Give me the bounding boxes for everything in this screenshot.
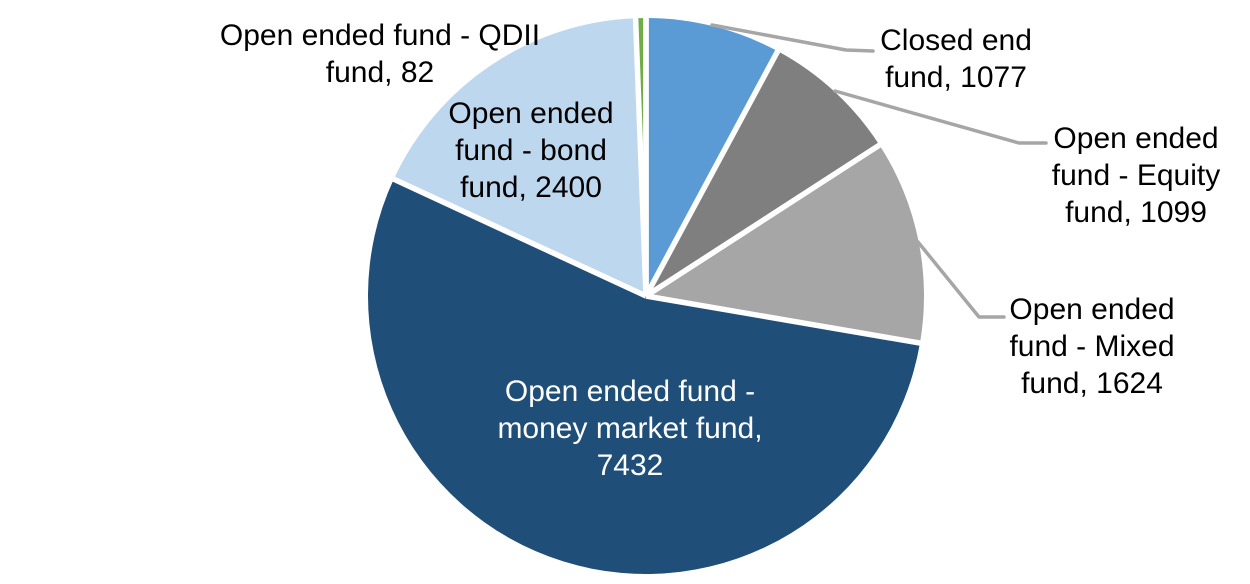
- slice-label-line: Open ended fund - QDII: [219, 19, 541, 52]
- slice-label-closed-end-fund: Closed end fund, 1077: [880, 22, 1032, 96]
- pie-slice-closed-end-fund: [646, 18, 778, 296]
- slice-label-line: Open ended: [448, 97, 614, 130]
- slice-label-open-ended-money-market-fund: Open ended fund - money market fund, 7432: [497, 373, 762, 484]
- slice-label-line: 7432: [596, 449, 664, 482]
- slice-label-line: fund - bond: [455, 134, 607, 167]
- slice-separator: [389, 175, 648, 299]
- slice-label-line: fund, 2400: [460, 171, 602, 204]
- leader-line-open-ended-equity-fund: [833, 89, 1048, 145]
- slice-label-line: fund, 1099: [1065, 196, 1207, 229]
- slice-separator: [644, 141, 884, 299]
- pie-slice-open-ended-bond-fund: [393, 18, 646, 296]
- slice-label-line: Closed end: [880, 24, 1032, 57]
- slice-label-line: Open ended: [1009, 293, 1175, 326]
- slice-label-line: fund, 1077: [885, 61, 1027, 94]
- leader-line-closed-end-fund: [710, 23, 875, 53]
- slice-label-open-ended-mixed-fund: Open ended fund - Mixed fund, 1624: [1009, 291, 1174, 402]
- slice-separator: [645, 293, 924, 347]
- slice-label-line: Open ended: [1053, 122, 1219, 155]
- slice-label-line: fund - Equity: [1051, 159, 1221, 192]
- slice-label-open-ended-bond-fund: Open ended fund - bond fund, 2400: [448, 95, 613, 206]
- pie-slice-open-ended-equity-fund: [646, 51, 880, 296]
- slice-label-line: fund - Mixed: [1009, 330, 1175, 363]
- slice-label-open-ended-qdii-fund: Open ended fund - QDII fund, 82: [220, 17, 540, 91]
- leader-line-open-ended-mixed-fund: [916, 240, 1006, 319]
- slice-label-line: money market fund,: [497, 412, 763, 445]
- slice-label-line: fund, 82: [325, 56, 435, 89]
- slice-separator: [643, 47, 782, 298]
- slice-label-line: fund, 1624: [1021, 367, 1163, 400]
- pie-slice-open-ended-mixed-fund: [646, 145, 924, 344]
- slice-label-line: Open ended fund -: [504, 375, 756, 408]
- pie-slice-open-ended-money-market-fund: [367, 179, 920, 575]
- slice-label-open-ended-equity-fund: Open ended fund - Equity fund, 1099: [1052, 120, 1220, 231]
